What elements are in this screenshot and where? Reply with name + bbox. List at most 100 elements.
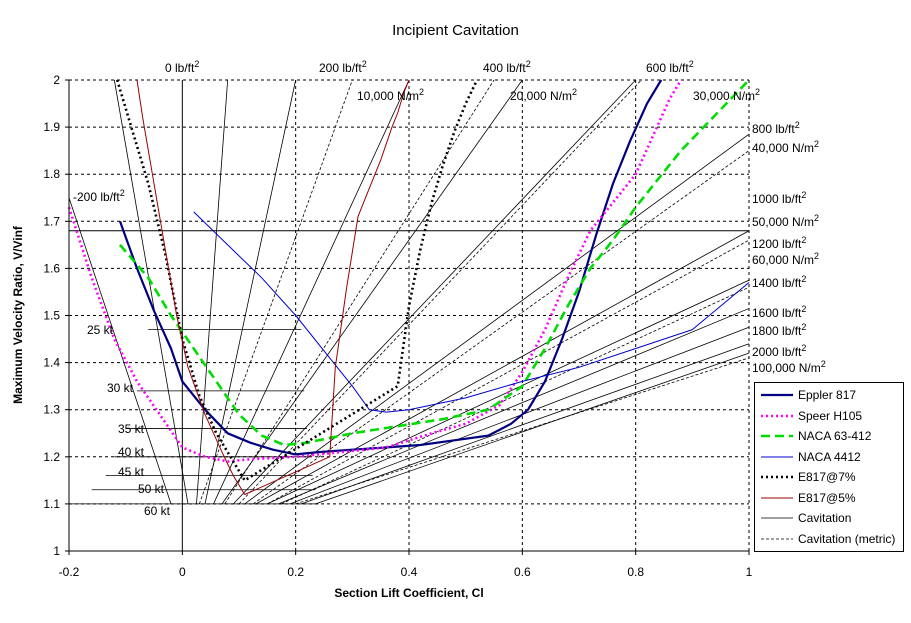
cavitation-line bbox=[278, 308, 750, 505]
legend-label: Eppler 817 bbox=[798, 388, 857, 402]
y-tick-label: 1.8 bbox=[43, 167, 60, 181]
annotation-label: 40 kt bbox=[118, 445, 145, 459]
y-tick-label: 1 bbox=[53, 544, 60, 558]
annotation-label: 50 kt bbox=[138, 482, 165, 496]
cavitation-line bbox=[204, 79, 297, 504]
x-tick-label: -0.2 bbox=[59, 565, 80, 579]
annotation-label: 50,000 N/m2 bbox=[752, 213, 819, 229]
annotation-label: 20,000 N/m2 bbox=[510, 87, 577, 103]
legend-swatch bbox=[761, 517, 793, 519]
legend-swatch bbox=[761, 538, 793, 539]
legend-label: E817@5% bbox=[798, 490, 856, 505]
y-tick-label: 1.7 bbox=[43, 214, 60, 228]
cavitation-line bbox=[301, 343, 750, 505]
y-tick-label: 1.9 bbox=[43, 120, 60, 134]
y-tick-label: 1.4 bbox=[43, 356, 60, 370]
legend-label: E817@7% bbox=[798, 470, 856, 484]
annotation-label: 45 kt bbox=[118, 465, 145, 479]
annotation-label: 1000 lb/ft2 bbox=[752, 190, 806, 206]
cavitation-line bbox=[244, 133, 750, 505]
cavitation-metric-line bbox=[281, 286, 750, 505]
annotation-label: 100,000 N/m2 bbox=[752, 359, 826, 375]
legend-item: Cavitation (metric) bbox=[755, 530, 905, 548]
legend-label: NACA 4412 bbox=[798, 449, 861, 464]
legend-swatch bbox=[761, 393, 793, 397]
cavitation-metric-line bbox=[238, 79, 642, 505]
legend-label: Cavitation (metric) bbox=[798, 531, 896, 546]
annotation-label: 25 kt bbox=[87, 323, 114, 337]
series-e817-7- bbox=[115, 79, 479, 482]
legend-item: Cavitation bbox=[755, 509, 905, 527]
cavitation-metric-line bbox=[198, 79, 353, 505]
x-tick-label: 0.6 bbox=[514, 565, 531, 579]
annotation-label: 800 lb/ft2 bbox=[752, 120, 800, 136]
legend-swatch bbox=[761, 434, 793, 438]
annotation-label: 1400 lb/ft2 bbox=[752, 274, 806, 290]
annotation-label: 10,000 N/m2 bbox=[357, 87, 424, 103]
x-tick-label: 1 bbox=[746, 565, 753, 579]
legend: Eppler 817 Speer H105 NACA 63-412 NACA 4412… bbox=[754, 382, 904, 552]
y-tick-label: 1.1 bbox=[43, 497, 60, 511]
cavitation-metric-line bbox=[267, 239, 750, 505]
cavitation-line bbox=[221, 79, 523, 505]
y-tick-label: 1.2 bbox=[43, 450, 60, 464]
series-naca-63-412 bbox=[119, 79, 750, 447]
y-tick-label: 1.6 bbox=[43, 261, 60, 275]
legend-label: Cavitation bbox=[798, 511, 852, 525]
legend-label: NACA 63-412 bbox=[798, 429, 872, 443]
legend-swatch bbox=[761, 456, 793, 457]
annotation-label: 30,000 N/m2 bbox=[693, 87, 760, 103]
y-tick-label: 2 bbox=[53, 73, 60, 87]
annotation-label: 0 lb/ft2 bbox=[165, 59, 199, 75]
cavitation-line bbox=[196, 79, 229, 504]
legend-item: NACA 63-412 bbox=[755, 427, 905, 445]
cavitation-metric-line bbox=[252, 150, 750, 505]
annotation-label: 30 kt bbox=[107, 381, 134, 395]
legend-item: Speer H105 bbox=[755, 407, 905, 425]
cavitation-line bbox=[233, 79, 636, 505]
annotation-label: 400 lb/ft2 bbox=[483, 59, 531, 75]
series-naca-4412 bbox=[193, 211, 750, 413]
series-speer-h105 bbox=[67, 79, 683, 463]
legend-swatch bbox=[761, 497, 793, 498]
annotation-label: 60 kt bbox=[144, 504, 171, 518]
axes: -0.2 0 0.2 0.4 0.6 0.8 1 1 1.1 1.2 1.3 1.4 1.5 1.6 1.7… bbox=[43, 73, 752, 579]
legend-item: NACA 4412 bbox=[755, 448, 905, 466]
annotation-label: 60,000 N/m2 bbox=[752, 251, 819, 267]
cavitation-line bbox=[255, 230, 750, 505]
y-tick-label: 1.5 bbox=[43, 309, 60, 323]
annotation-label: 2000 lb/ft2 bbox=[752, 343, 806, 359]
x-tick-label: 0.2 bbox=[287, 565, 304, 579]
cavitation-metric-line bbox=[295, 357, 750, 505]
legend-item: Eppler 817 bbox=[755, 386, 905, 404]
x-tick-label: 0.4 bbox=[401, 565, 418, 579]
legend-label: Speer H105 bbox=[798, 408, 863, 423]
cavitation-line bbox=[213, 79, 410, 505]
x-tick-label: 0.8 bbox=[627, 565, 644, 579]
cavitation-line bbox=[68, 197, 172, 505]
chart-title: Incipient Cavitation bbox=[392, 22, 519, 39]
annotation-label: 1600 lb/ft2 bbox=[752, 304, 806, 320]
y-tick-label: 1.3 bbox=[43, 403, 60, 417]
legend-swatch bbox=[761, 475, 793, 479]
annotation-label: 600 lb/ft2 bbox=[646, 59, 694, 75]
series-eppler-817 bbox=[118, 79, 663, 456]
annotation-label: 1800 lb/ft2 bbox=[752, 322, 806, 338]
cavitation-line bbox=[315, 352, 750, 505]
annotation-label: 40,000 N/m2 bbox=[752, 139, 819, 155]
y-axis-title: Maximum Velocity Ratio, V/Vinf bbox=[11, 226, 25, 404]
legend-swatch bbox=[761, 414, 793, 417]
annotation-label: -200 lb/ft2 bbox=[73, 188, 125, 204]
legend-item: E817@5% bbox=[755, 489, 905, 507]
x-axis-title: Section Lift Coefficient, Cl bbox=[334, 586, 484, 600]
annotation-label: 200 lb/ft2 bbox=[319, 59, 367, 75]
annotation-label: 1200 lb/ft2 bbox=[752, 235, 806, 251]
cavitation-metric-line bbox=[224, 79, 495, 505]
cavitation-line bbox=[113, 79, 189, 504]
series-e817-5- bbox=[136, 79, 410, 495]
annotations: 0 lb/ft2 200 lb/ft2 400 lb/ft2 600 lb/ft2 10… bbox=[73, 59, 826, 518]
annotation-label: 35 kt bbox=[118, 422, 145, 436]
data-series bbox=[67, 79, 750, 495]
x-tick-label: 0 bbox=[179, 565, 186, 579]
